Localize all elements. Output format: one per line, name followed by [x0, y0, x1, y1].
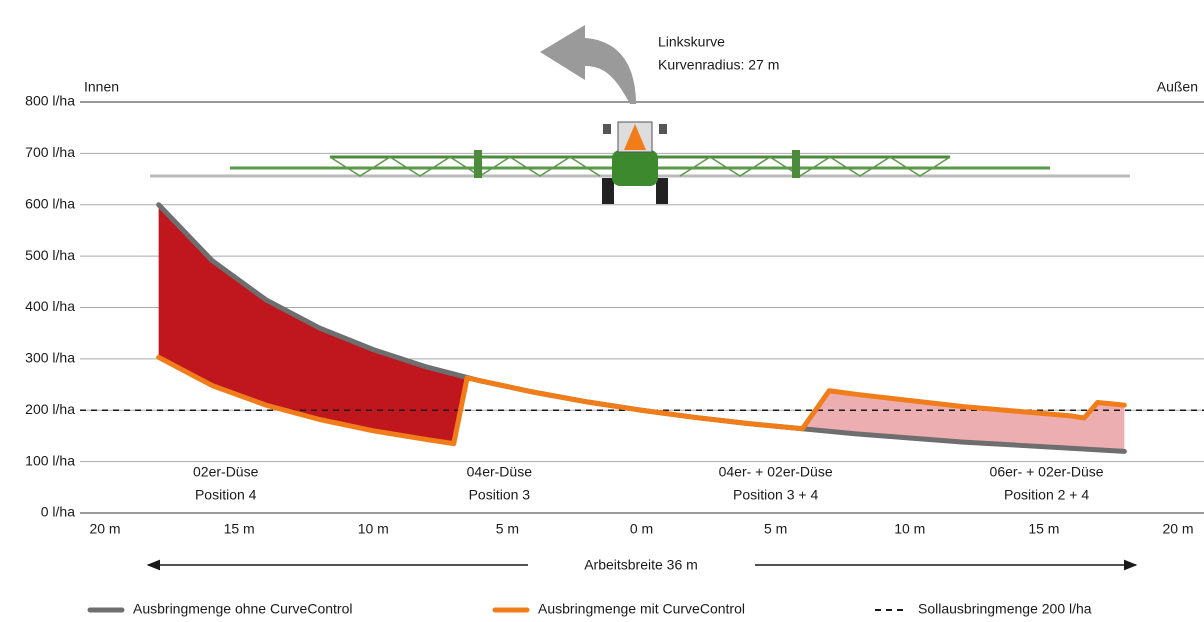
difference-area	[802, 390, 1125, 452]
sprayer	[150, 121, 1130, 204]
legend-label: Sollausbringmenge 200 l/ha	[918, 601, 1092, 617]
x-tick-label: 15 m	[1028, 521, 1059, 537]
x-tick-label: 20 m	[89, 521, 120, 537]
legend-label: Ausbringmenge mit CurveControl	[538, 601, 745, 617]
y-tick-label: 200 l/ha	[25, 401, 75, 417]
y-tick-label: 100 l/ha	[25, 452, 75, 468]
x-tick-label: 15 m	[224, 521, 255, 537]
section-label: Position 4	[195, 487, 257, 503]
x-tick-label: 5 m	[764, 521, 787, 537]
x-axis-label: Arbeitsbreite 36 m	[584, 557, 698, 573]
y-tick-label: 0 l/ha	[41, 504, 75, 520]
x-tick-label: 10 m	[894, 521, 925, 537]
section-label: 02er-Düse	[193, 464, 259, 480]
section-label: 04er-Düse	[467, 464, 533, 480]
y-tick-label: 500 l/ha	[25, 247, 75, 263]
series-line	[156, 354, 1127, 447]
x-tick-label: 5 m	[496, 521, 519, 537]
y-tick-label: 600 l/ha	[25, 195, 75, 211]
section-label: Position 3	[469, 487, 531, 503]
turn-arrow	[540, 25, 636, 104]
section-label: 06er- + 02er-Düse	[990, 464, 1104, 480]
y-tick-label: 300 l/ha	[25, 350, 75, 366]
y-tick-label: 800 l/ha	[25, 93, 75, 109]
section-label: Position 2 + 4	[1004, 487, 1089, 503]
inner-label: Innen	[84, 79, 119, 95]
section-label: 04er- + 02er-Düse	[719, 464, 833, 480]
section-label: Position 3 + 4	[733, 487, 818, 503]
radius-label: Kurvenradius: 27 m	[658, 57, 779, 73]
y-tick-label: 700 l/ha	[25, 144, 75, 160]
turn-label: Linkskurve	[658, 34, 725, 50]
x-tick-label: 20 m	[1162, 521, 1193, 537]
y-tick-label: 400 l/ha	[25, 298, 75, 314]
legend-label: Ausbringmenge ohne CurveControl	[133, 601, 352, 617]
outer-label: Außen	[1157, 79, 1198, 95]
difference-area	[158, 204, 481, 444]
x-tick-label: 10 m	[358, 521, 389, 537]
x-tick-label: 0 m	[630, 521, 653, 537]
